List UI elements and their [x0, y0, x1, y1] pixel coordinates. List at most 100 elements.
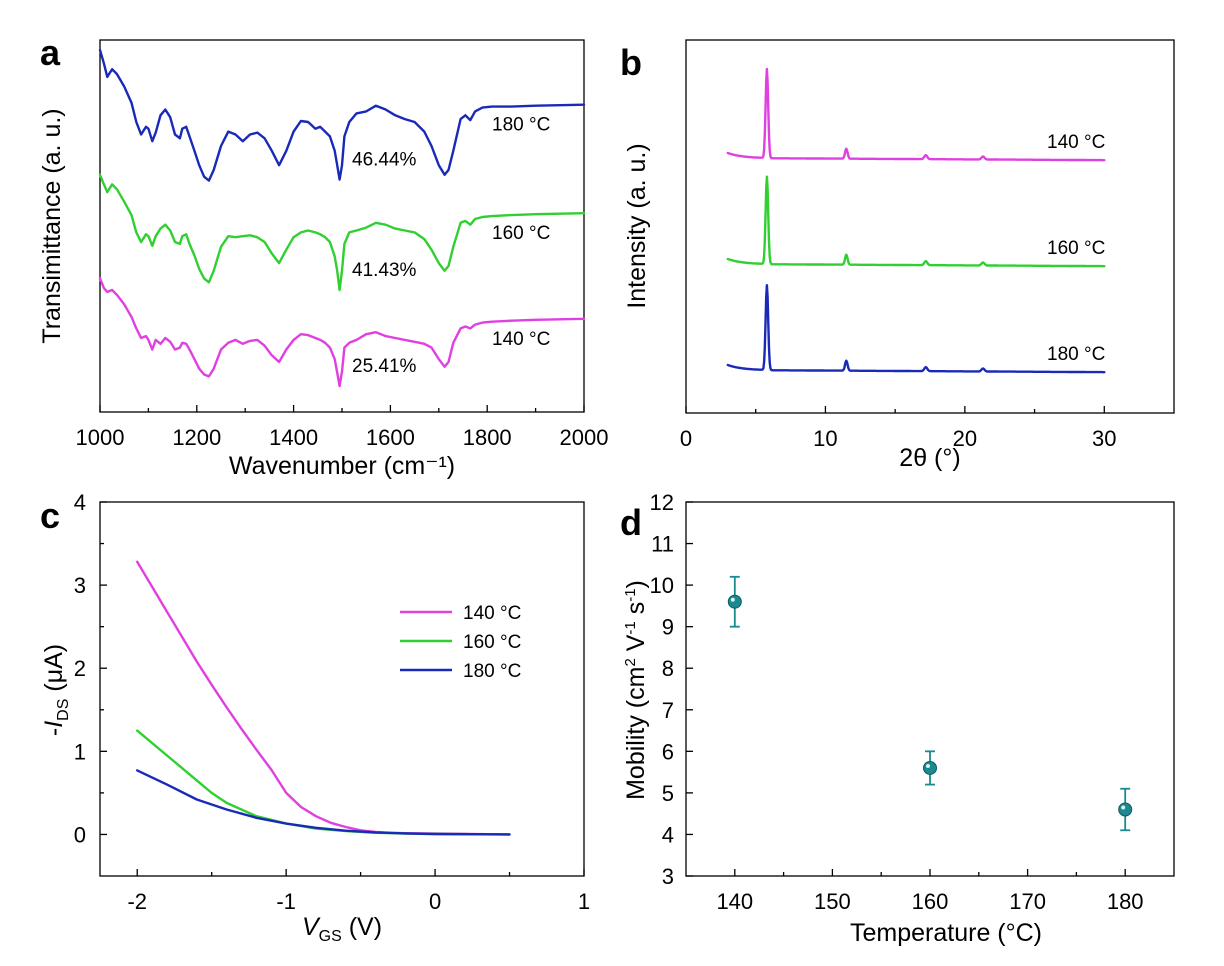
- panel-b-label: b: [620, 42, 642, 83]
- panel-b: b 0 10 20 30 2θ (°) Intensity (a. u.) 140 °…: [620, 39, 1175, 472]
- panel-c-x-label-var: V: [302, 913, 321, 941]
- panel-a-x-ticks: 1000 1200 1400 1600 1800 2000: [76, 405, 609, 450]
- panel-c-series-line: [136, 769, 511, 836]
- panel-a-series-line: [98, 173, 586, 292]
- panel-c-legend-label: 180 °C: [463, 661, 521, 682]
- panel-b-x-tick-label: 20: [953, 426, 977, 451]
- panel-a-x-tick-label: 2000: [560, 425, 609, 450]
- panel-d-y-tick-label: 12: [650, 490, 674, 515]
- panel-d-data-point: [727, 594, 742, 609]
- panel-a-x-tick-label: 1800: [463, 425, 512, 450]
- panel-c-y-label-unit: (μA): [40, 644, 68, 699]
- panel-a-series-label: 140 °C: [492, 329, 550, 350]
- panel-c-x-tick-label: 0: [429, 889, 441, 914]
- panel-c-curves: [136, 560, 511, 836]
- panel-a-x-label: Wavenumber (cm⁻¹): [229, 452, 455, 480]
- panel-a-percent-label: 25.41%: [352, 356, 417, 377]
- panel-d-y-label-sup1: 2: [622, 658, 639, 666]
- panel-a-x-tick-label: 1400: [269, 425, 318, 450]
- panel-d-y-tick-label: 8: [662, 656, 674, 681]
- panel-c: c -2 -1 0 1 0 1 2 3 4 VGS (V) -IDS (μA) 140 °C 16…: [40, 490, 590, 945]
- panel-c-ticks: -2 -1 0 1 0 1 2 3 4: [74, 490, 590, 914]
- panel-b-series-label: 180 °C: [1047, 344, 1105, 365]
- panel-b-curves: 140 °C 160 °C 180 °C: [726, 67, 1106, 374]
- panel-b-x-tick-label: 30: [1092, 426, 1116, 451]
- panel-d-y-label-sup3: -1: [622, 588, 639, 601]
- panel-c-frame: [99, 501, 585, 877]
- panel-c-x-label: VGS (V): [302, 913, 382, 945]
- panel-d-y-label-part4: ): [622, 580, 650, 588]
- panel-c-y-tick-label: 4: [74, 490, 86, 515]
- panel-b-series-line: [726, 67, 1106, 162]
- panel-a-series-label: 180 °C: [492, 115, 550, 136]
- panel-c-y-tick-label: 0: [74, 822, 86, 847]
- panel-d-label: d: [620, 502, 642, 543]
- panel-c-legend-label: 160 °C: [463, 632, 521, 653]
- panel-c-legend-label: 140 °C: [463, 603, 521, 624]
- panel-a-y-label: Transimittance (a. u.): [38, 108, 66, 343]
- panel-d-ticks: 140 150 160 170 180 3 4 5 6 7 8 9 10 11 12: [650, 490, 1144, 914]
- panel-a-x-tick-label: 1000: [76, 425, 125, 450]
- panel-d-y-tick-label: 6: [662, 739, 674, 764]
- panel-d: d 140 150 160 170 180 3 4 5 6 7 8 9 10 11 12 Temperatu…: [620, 490, 1175, 947]
- panel-c-legend: 140 °C 160 °C 180 °C: [400, 603, 521, 682]
- panel-c-x-tick-label: 1: [578, 889, 590, 914]
- panel-d-y-label-part3: s: [622, 602, 650, 621]
- panel-c-y-label-var: I: [40, 721, 68, 728]
- panel-b-x-ticks: 0 10 20 30: [680, 406, 1117, 451]
- panel-c-y-label: -IDS (μA): [40, 644, 72, 736]
- panel-c-x-tick-label: -1: [276, 889, 296, 914]
- panel-d-y-tick-label: 10: [650, 573, 674, 598]
- panel-a-percent-label: 46.44%: [352, 150, 417, 171]
- panel-d-x-tick-label: 150: [814, 889, 851, 914]
- panel-d-y-tick-label: 3: [662, 864, 674, 889]
- panel-b-x-tick-label: 10: [813, 426, 837, 451]
- panel-a-x-tick-label: 1600: [366, 425, 415, 450]
- panel-a-series-line: [98, 277, 586, 388]
- panel-d-data-point-highlight: [1121, 805, 1126, 810]
- panel-b-series-label: 140 °C: [1047, 132, 1105, 153]
- panel-d-y-label-part1: Mobility (cm: [622, 667, 650, 800]
- panel-a-label: a: [40, 32, 61, 73]
- panel-c-x-label-unit: (V): [342, 913, 382, 941]
- panel-d-y-tick-label: 4: [662, 822, 674, 847]
- panel-c-y-label-sign: -: [40, 728, 68, 736]
- panel-a-curves: 180 °C 46.44% 160 °C 41.43% 140 °C 25.41%: [98, 48, 586, 388]
- panel-d-data-point: [1118, 802, 1133, 817]
- panel-b-frame: [685, 39, 1175, 414]
- panel-c-y-tick-label: 2: [74, 656, 86, 681]
- panel-d-data-point: [923, 760, 937, 775]
- panel-d-x-tick-label: 180: [1107, 889, 1144, 914]
- panel-d-x-tick-label: 140: [716, 889, 753, 914]
- panel-d-y-tick-label: 9: [662, 615, 674, 640]
- panel-c-y-tick-label: 3: [74, 573, 86, 598]
- panel-b-series-label: 160 °C: [1047, 238, 1105, 259]
- panel-b-series-line: [726, 175, 1106, 268]
- panel-c-y-tick-label: 1: [74, 739, 86, 764]
- panel-d-data-point-highlight: [730, 597, 735, 602]
- panel-a-percent-label: 41.43%: [352, 260, 417, 281]
- panel-d-y-label-part2: V: [622, 634, 650, 658]
- panel-a-series-label: 160 °C: [492, 223, 550, 244]
- panel-d-y-label-sup2: -1: [622, 621, 639, 634]
- panel-b-series-line: [726, 284, 1106, 374]
- panel-c-label: c: [40, 495, 60, 536]
- panel-d-x-tick-label: 170: [1009, 889, 1046, 914]
- panel-b-x-tick-label: 0: [680, 426, 692, 451]
- panel-a: a 1000 1200 1400 1600 1800 2000 Wavenumber (c…: [38, 32, 608, 480]
- panel-d-x-label: Temperature (°C): [850, 919, 1042, 947]
- panel-d-y-label: Mobility (cm2 V-1 s-1): [622, 580, 650, 800]
- panel-c-x-label-sub: GS: [319, 928, 342, 945]
- panel-c-y-label-sub: DS: [55, 699, 72, 721]
- panel-d-y-tick-label: 11: [651, 532, 674, 557]
- panel-b-x-label: 2θ (°): [899, 444, 960, 472]
- panel-d-data-point-highlight: [926, 763, 930, 768]
- panel-a-x-tick-label: 1200: [172, 425, 221, 450]
- panel-d-points: [727, 575, 1133, 832]
- panel-d-x-tick-label: 160: [912, 889, 949, 914]
- panel-d-y-tick-label: 7: [662, 698, 674, 723]
- panel-d-y-tick-label: 5: [662, 781, 674, 806]
- panel-a-series-line: [98, 48, 586, 182]
- panel-c-x-tick-label: -2: [127, 889, 147, 914]
